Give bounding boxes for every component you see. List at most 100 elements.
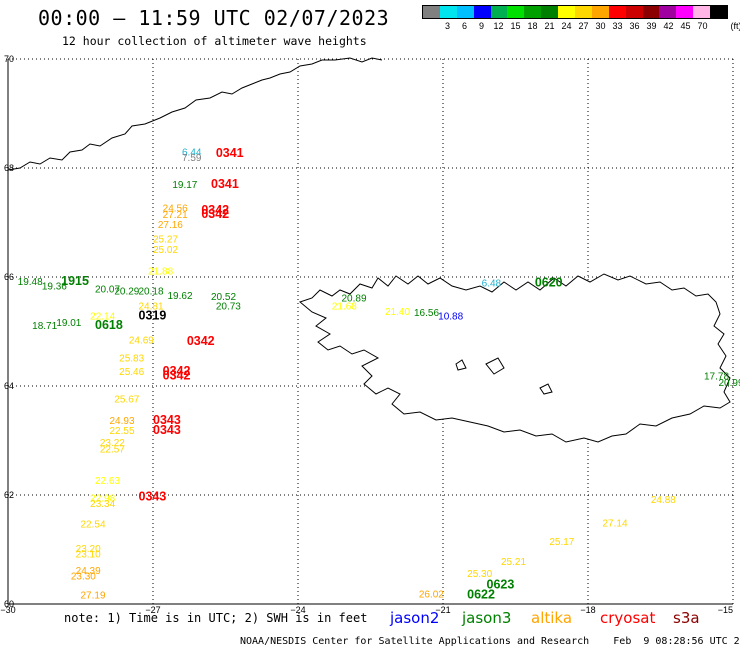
longitude-label: −30: [0, 605, 15, 615]
wave-height-label: 23.34: [90, 499, 115, 510]
scale-swatch: [439, 6, 457, 18]
wave-height-label: 19.01: [56, 318, 81, 329]
wave-height-label: 21.40: [385, 307, 410, 318]
wave-height-label: 25.27: [153, 235, 178, 246]
wave-height-label: 6.48: [482, 278, 502, 289]
pass-time-label: 0342: [163, 364, 191, 378]
scale-swatch: [659, 6, 677, 18]
pass-time-label: 0342: [201, 203, 229, 217]
wave-height-label: 17.78: [704, 371, 729, 382]
pass-time-label: 0343: [153, 423, 181, 437]
wave-height-label: 18.71: [32, 321, 57, 332]
wave-height-label: 23.30: [71, 571, 96, 582]
scale-swatch: [591, 6, 609, 18]
wave-height-label: 10.88: [438, 312, 463, 323]
footer-note: note: 1) Time is in UTC; 2) SWH is in fe…: [64, 611, 368, 625]
wave-height-label: 21.68: [332, 302, 357, 313]
scale-label: 6: [461, 21, 468, 31]
scale-unit-label: (ft): [730, 21, 740, 31]
footer-credit: NOAA/NESDIS Center for Satellite Applica…: [240, 636, 740, 647]
wave-height-label: 19.48: [18, 277, 43, 288]
scale-swatch: [541, 6, 559, 18]
scale-label: 70: [697, 21, 708, 31]
wave-height-label: 24.88: [651, 495, 676, 506]
wave-height-label: 25.67: [114, 394, 139, 405]
scale-label: 12: [493, 21, 504, 31]
wave-height-label: 20.52: [211, 292, 236, 303]
wave-height-label: 23.22: [100, 438, 125, 449]
scale-swatch: [693, 6, 711, 18]
mission-jason3: jason3: [462, 609, 512, 627]
scale-swatch: [575, 6, 592, 18]
latitude-label: 68: [4, 163, 14, 173]
latitude-label: 66: [4, 272, 14, 282]
scale-label: 36: [629, 21, 640, 31]
pass-time-label: 0341: [211, 177, 239, 191]
scale-swatch: [456, 6, 474, 18]
wave-height-label: 25.02: [153, 245, 178, 256]
scale-swatch: [473, 6, 491, 18]
wave-height-label: 19.17: [172, 180, 197, 191]
pass-time-label: 0620: [535, 275, 563, 289]
axis-labels: 70 68 66 64 62 60−30 −27 −24 −21 −18 −15: [0, 54, 733, 615]
wave-height-label: 25.17: [549, 537, 574, 548]
wave-height-label: 22.55: [110, 426, 135, 437]
pass-time-label: 0341: [216, 146, 244, 160]
longitude-label: −18: [580, 605, 595, 615]
pass-time-label: 0623: [487, 578, 515, 592]
wave-height-label: 6.44: [182, 147, 202, 158]
pass-time-label: 0342: [163, 368, 191, 382]
map-title: 00:00 – 11:59 UTC 02/07/2023: [38, 6, 390, 30]
wave-height-label: 22.14: [90, 312, 115, 323]
wave-height-label: 24.56: [163, 204, 188, 215]
iceland-coastline: [298, 273, 731, 443]
wave-height-label: 24.93: [110, 416, 135, 427]
scale-label: 15: [510, 21, 521, 31]
longitude-label: −21: [435, 605, 450, 615]
pass-time-label: 0319: [139, 309, 167, 323]
map-subtitle: 12 hour collection of altimeter wave hei…: [62, 34, 367, 48]
scale-swatch: [608, 6, 626, 18]
scale-swatch: [423, 6, 440, 18]
iceland-lake: [485, 357, 505, 375]
wave-height-label: 24.81: [139, 302, 164, 313]
wave-height-label: 22.98: [90, 494, 115, 505]
scale-label: 9: [478, 21, 485, 31]
scale-label: 3: [444, 21, 451, 31]
wave-height-label: 19.62: [168, 291, 193, 302]
scale-label: 33: [612, 21, 623, 31]
scale-label: 21: [544, 21, 555, 31]
wave-height-label: 20.18: [139, 286, 164, 297]
scale-swatch: [642, 6, 660, 18]
scale-label: 27: [578, 21, 589, 31]
greenland-coastline: [7, 57, 383, 171]
wave-height-label: 23.10: [76, 550, 101, 561]
scale-label: 39: [646, 21, 657, 31]
wave-height-label: 27.14: [603, 519, 628, 530]
scale-label: 45: [680, 21, 691, 31]
longitude-label: −15: [718, 605, 733, 615]
wave-height-label: 25.46: [119, 367, 144, 378]
wave-height-label: 20.07: [95, 284, 120, 295]
pass-time-label: 0622: [467, 588, 495, 602]
wave-height-label: 20.73: [216, 302, 241, 313]
wave-height-label: 20.99: [719, 378, 740, 389]
wave-height-label: 22.57: [100, 444, 125, 455]
wave-height-label: 19.36: [42, 282, 67, 293]
mission-altika: altika: [531, 609, 573, 627]
scale-swatch: [524, 6, 542, 18]
wave-height-label: 20.29: [114, 286, 139, 297]
iceland-lake: [539, 383, 553, 395]
wave-height-label: 20.89: [342, 294, 367, 305]
latitude-label: 64: [4, 381, 14, 391]
wave-height-label: 25.21: [501, 557, 526, 568]
wave-height-label: 24.69: [129, 335, 154, 346]
pass-time-label: 1915: [61, 274, 89, 288]
mission-cryosat: cryosat: [600, 609, 656, 627]
wave-height-label: 25.83: [119, 353, 144, 364]
pass-time-label: 0343: [139, 489, 167, 503]
coastline: [7, 57, 731, 443]
scale-swatch: [507, 6, 525, 18]
latitude-label: 62: [4, 490, 14, 500]
